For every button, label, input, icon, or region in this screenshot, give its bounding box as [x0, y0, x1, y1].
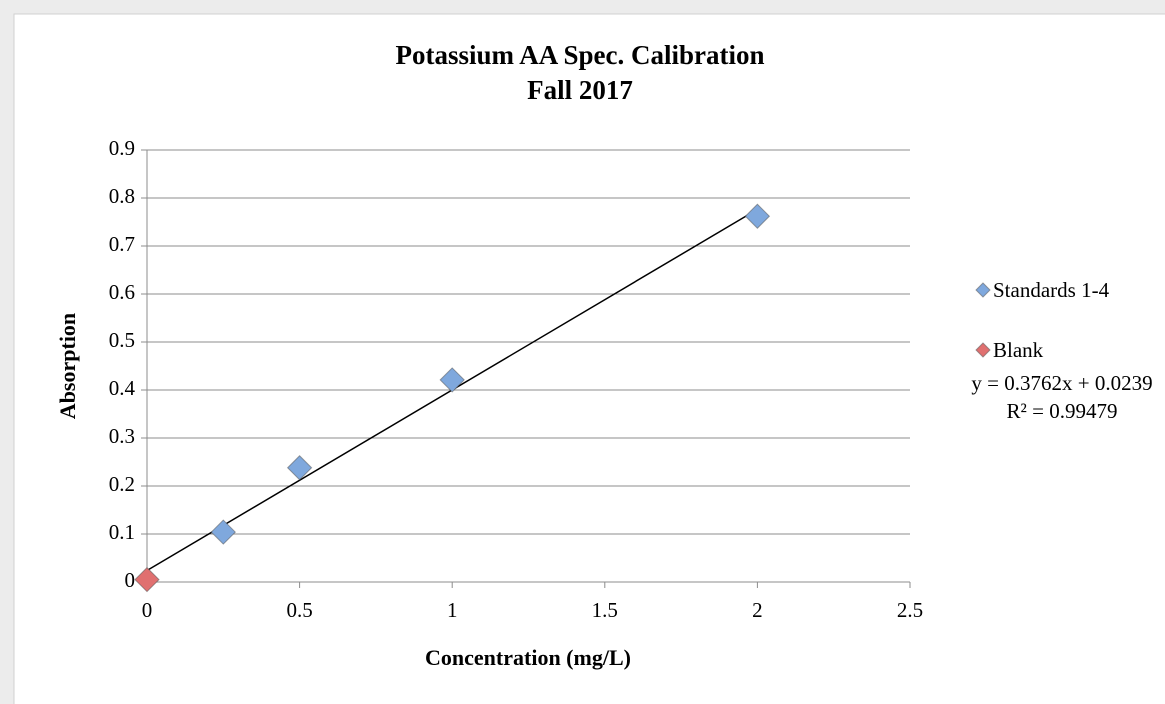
x-tick-label: 2.5	[897, 598, 923, 622]
y-tick-label: 0.4	[109, 376, 136, 400]
x-tick-label: 0.5	[286, 598, 312, 622]
y-tick-label: 0.6	[109, 280, 135, 304]
x-axis-title: Concentration (mg/L)	[425, 645, 631, 670]
data-point	[286, 455, 313, 481]
y-axis-title: Absorption	[55, 313, 80, 419]
y-tick-label: 0.5	[109, 328, 135, 352]
y-tick-label: 0.9	[109, 136, 135, 160]
y-tick-label: 0.2	[109, 472, 135, 496]
chart-subtitle: Fall 2017	[527, 75, 633, 105]
data-point	[439, 367, 465, 393]
y-tick-label: 0.8	[109, 184, 135, 208]
x-tick-label: 0	[142, 598, 153, 622]
data-point	[134, 566, 160, 593]
data-point	[744, 203, 771, 229]
r-squared: R² = 0.99479	[1007, 399, 1118, 423]
x-tick-label: 1.5	[592, 598, 618, 622]
legend-marker	[975, 282, 991, 298]
chart-background	[13, 13, 1165, 704]
trendline-equation: y = 0.3762x + 0.0239	[971, 371, 1152, 395]
legend-label: Standards 1-4	[993, 278, 1110, 302]
legend-marker	[975, 342, 991, 358]
y-tick-label: 0.3	[109, 424, 135, 448]
chart-title: Potassium AA Spec. Calibration	[395, 40, 764, 70]
x-tick-label: 2	[752, 598, 763, 622]
x-tick-label: 1	[447, 598, 458, 622]
y-tick-label: 0.1	[109, 520, 135, 544]
y-tick-label: 0	[125, 568, 136, 592]
y-tick-label: 0.7	[109, 232, 135, 256]
data-point	[210, 519, 237, 545]
legend-label: Blank	[993, 338, 1044, 362]
